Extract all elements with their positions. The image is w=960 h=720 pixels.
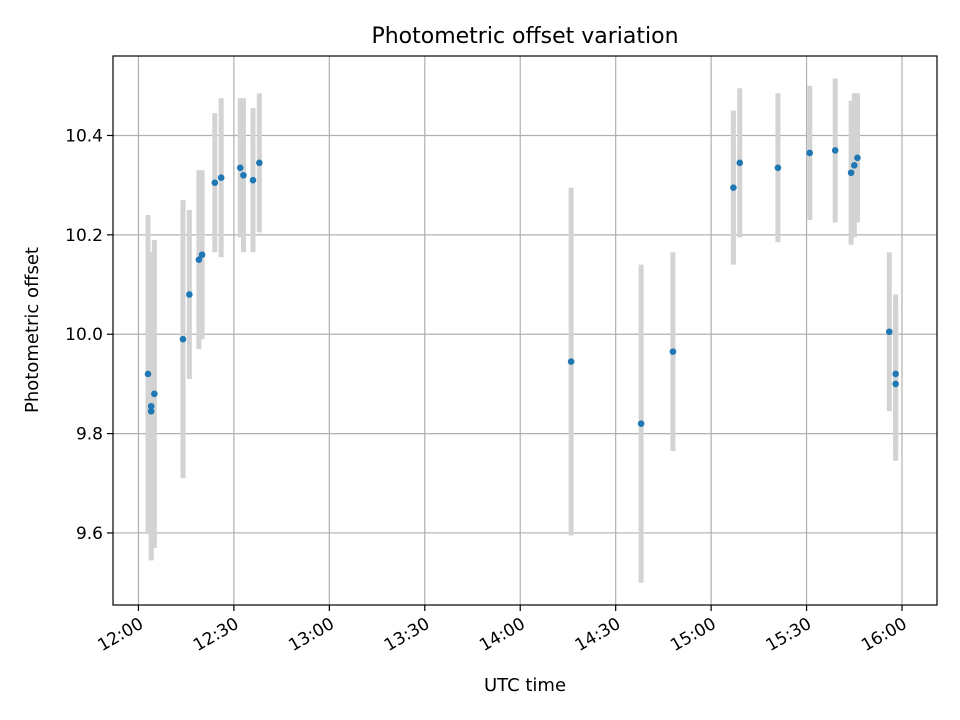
data-point [774,164,782,172]
data-point [147,402,155,410]
data-point [195,256,203,264]
data-point [850,162,858,169]
data-point [736,159,744,167]
data-point [186,291,193,298]
data-point [847,169,855,177]
y-axis-label: Photometric offset [22,247,43,413]
data-point [885,328,893,336]
data-point [236,164,244,172]
data-point [256,159,263,167]
data-point [730,184,737,191]
data-point [179,335,187,343]
data-point [854,154,861,162]
data-points [144,147,899,427]
data-point [151,390,158,398]
y-tick-label: 9.8 [76,425,103,445]
y-tick-label: 10.4 [65,126,103,146]
chart-title: Photometric offset variation [371,24,678,49]
y-tick-label: 10.0 [65,325,103,345]
data-point [211,179,219,186]
data-point [892,370,899,378]
data-point [892,380,899,388]
y-tick-label: 9.6 [76,524,103,544]
data-point [567,358,575,365]
data-point [249,176,257,184]
data-point [806,149,814,157]
data-point [198,251,206,259]
plot-frame [112,55,938,606]
data-point [637,420,645,427]
data-point [240,171,247,179]
x-axis-label: UTC time [484,675,566,696]
y-axis-ticks: 9.6 9.8 10.0 10.2 10.4 [65,126,113,544]
data-point [669,348,677,355]
data-point [144,370,152,378]
y-tick-label: 10.2 [65,226,103,246]
data-point [217,174,225,182]
grid [113,56,937,605]
data-point [147,407,155,415]
data-point [831,147,839,154]
